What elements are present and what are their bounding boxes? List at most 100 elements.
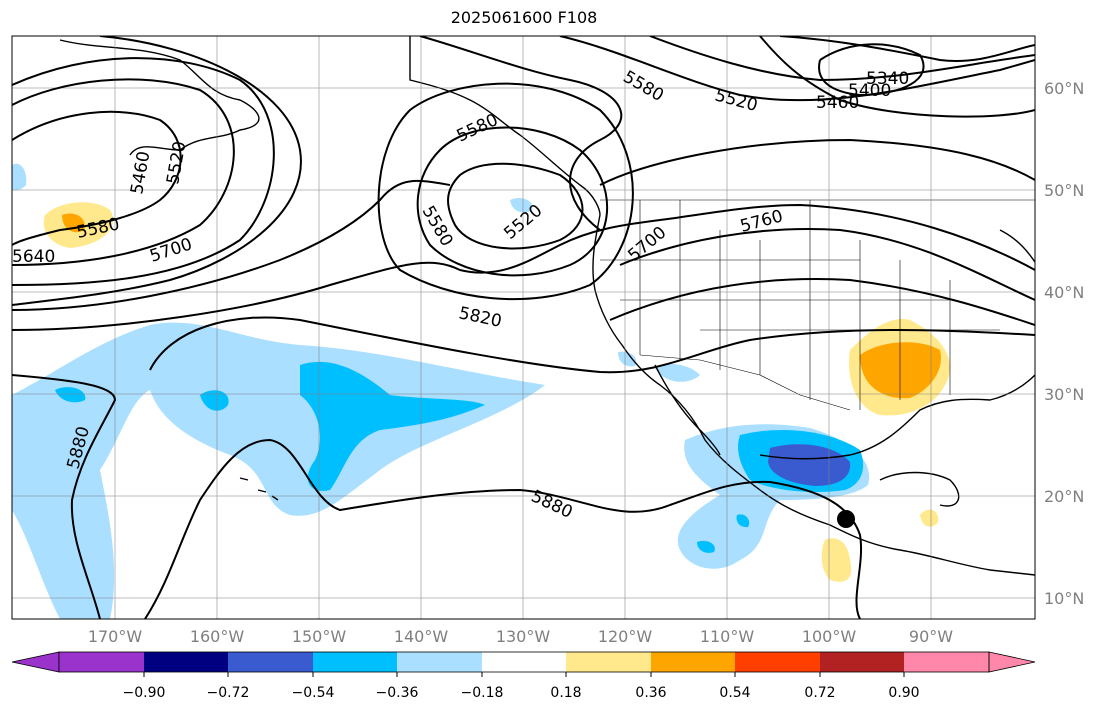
coastline-alaska <box>409 36 601 216</box>
contour-label: 5520 <box>713 86 760 117</box>
colorbar-tick-label: 0.72 <box>804 685 835 701</box>
contour-line <box>12 57 275 286</box>
contour-line <box>447 162 584 250</box>
lon-label: 170°W <box>88 627 143 646</box>
shade-mid-blue <box>697 540 715 553</box>
lat-label: 50°N <box>1044 181 1084 200</box>
map-frame <box>11 35 1036 620</box>
black-dot-marker <box>837 510 855 528</box>
lon-label: 150°W <box>292 627 347 646</box>
colorbar-segment <box>228 652 313 672</box>
colorbar-tick-label: −0.90 <box>123 685 166 701</box>
latitude-labels: 60°N 50°N 40°N 30°N 20°N 10°N <box>1044 79 1084 608</box>
contour-line <box>149 316 1035 374</box>
contour-line <box>12 203 1035 331</box>
lat-label: 10°N <box>1044 589 1084 608</box>
shade-light-blue <box>510 198 533 213</box>
contour-label: 5460 <box>127 150 154 196</box>
colorbar-tick-label: −0.36 <box>376 685 419 701</box>
colorbar-ticks <box>143 672 905 677</box>
colorbar-tick-label: 0.90 <box>888 685 919 701</box>
gridlines <box>12 36 1035 619</box>
lat-label: 60°N <box>1044 79 1084 98</box>
lon-label: 160°W <box>190 627 245 646</box>
colorbar-segment <box>735 652 820 672</box>
coastline-hawaii <box>239 477 279 501</box>
contour-line <box>12 36 302 306</box>
lat-label: 30°N <box>1044 385 1084 404</box>
colorbar-segment <box>313 652 397 672</box>
colorbar-tick-label: 0.54 <box>719 685 750 701</box>
colorbar-segment <box>482 652 566 672</box>
colorbar-segment <box>820 652 904 672</box>
lon-label: 130°W <box>496 627 551 646</box>
shade-light-blue <box>12 163 27 191</box>
colorbar-segment <box>397 652 482 672</box>
contour-line <box>12 78 235 266</box>
coastline-baja <box>654 364 721 456</box>
contour-label: 5580 <box>418 203 457 250</box>
shade-yellow <box>821 538 852 582</box>
lon-label: 90°W <box>909 627 953 646</box>
shade-mid-blue <box>200 390 229 411</box>
lon-label: 110°W <box>700 627 755 646</box>
colorbar-tick-label: 0.18 <box>550 685 581 701</box>
coastline-west-us <box>592 214 1035 576</box>
contour-label: 5400 <box>848 81 891 101</box>
contour-label: 5880 <box>528 486 576 522</box>
colorbar: −0.90 −0.72 −0.54 −0.36 −0.18 0.18 0.36 … <box>11 651 1036 701</box>
lat-label: 20°N <box>1044 487 1084 506</box>
colorbar-segment <box>59 652 144 672</box>
contour-line <box>144 438 862 619</box>
coastline-alaska <box>59 39 260 156</box>
colorbar-tick-label: 0.36 <box>635 685 666 701</box>
colorbar-extend-left <box>11 651 60 673</box>
map-title: 2025061600 F108 <box>450 8 598 27</box>
contour-label: 5460 <box>816 93 859 113</box>
longitude-labels: 170°W 160°W 150°W 140°W 130°W 120°W 110°… <box>88 627 953 646</box>
contour-line <box>12 374 117 619</box>
coastline-yucatan <box>879 471 960 507</box>
contour-label: 5700 <box>147 234 194 266</box>
contour-line <box>419 36 623 231</box>
colorbar-segment <box>566 652 651 672</box>
contour-line <box>649 36 1035 82</box>
contour-label: 5580 <box>454 110 502 146</box>
colorbar-tick-label: −0.18 <box>461 685 504 701</box>
shade-yellow <box>920 509 939 527</box>
shade-mid-blue <box>736 514 750 528</box>
shade-light-blue <box>12 322 545 619</box>
contour-line <box>619 228 1035 301</box>
lon-label: 140°W <box>394 627 449 646</box>
shade-light-blue <box>618 351 637 367</box>
lat-label: 40°N <box>1044 283 1084 302</box>
lon-label: 100°W <box>802 627 857 646</box>
contour-label: 5520 <box>163 140 190 186</box>
contour-label: 5580 <box>620 67 667 106</box>
coastline-east <box>999 229 1035 263</box>
shade-orange <box>860 342 941 399</box>
colorbar-tick-label: −0.72 <box>207 685 250 701</box>
coastline-gulf <box>759 374 1035 460</box>
shade-dark-blue <box>768 444 851 486</box>
contour-label: 5760 <box>738 206 785 237</box>
colorbar-extend-right <box>988 651 1036 673</box>
shade-light-blue <box>15 487 32 520</box>
colorbar-frame <box>58 651 990 673</box>
contour-label: 5640 <box>12 247 55 267</box>
contour-line <box>559 36 1035 102</box>
contour-label: 5700 <box>624 223 670 266</box>
contour-line <box>12 179 451 311</box>
contour-line <box>818 43 925 97</box>
contour-line <box>759 36 1035 118</box>
contour-line <box>377 82 634 301</box>
contour-line <box>12 110 182 246</box>
contour-line <box>779 36 1035 62</box>
shade-mid-blue <box>55 387 86 403</box>
map-area: 5640 5580 5700 5460 5520 5580 5580 5520 … <box>12 36 1035 619</box>
height-contours <box>12 36 1035 619</box>
contour-line <box>416 126 609 277</box>
colorbar-segment <box>651 652 735 672</box>
shade-light-blue <box>655 364 700 382</box>
